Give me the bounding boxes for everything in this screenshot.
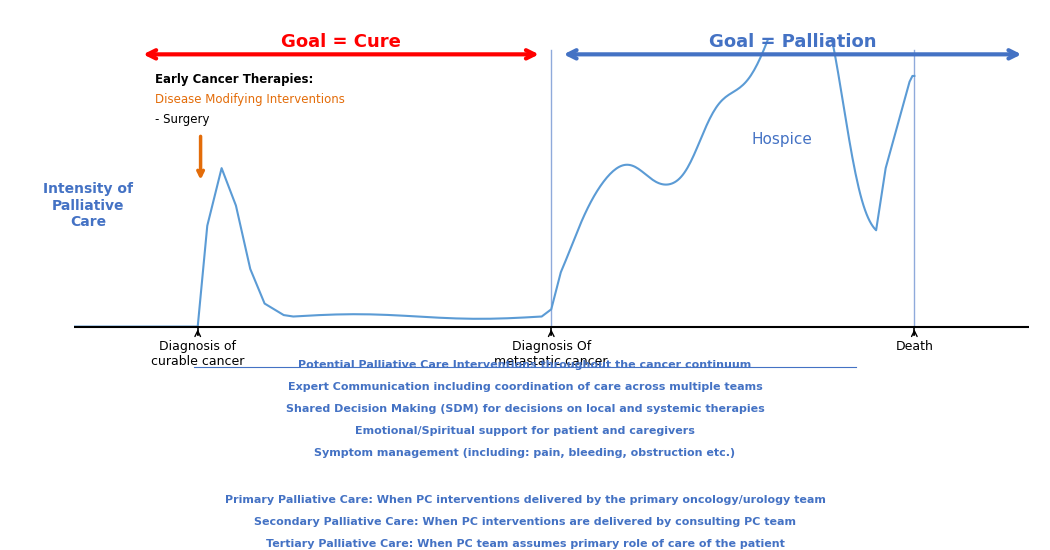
Text: Death: Death: [896, 339, 933, 353]
Text: Goal = Palliation: Goal = Palliation: [709, 34, 877, 52]
Text: Hospice: Hospice: [752, 132, 813, 147]
Text: - Surgery: - Surgery: [154, 113, 209, 127]
Text: Goal = Cure: Goal = Cure: [281, 34, 401, 52]
Text: Secondary Palliative Care: When PC interventions are delivered by consulting PC : Secondary Palliative Care: When PC inter…: [254, 517, 796, 527]
Text: Diagnosis Of
metastatic cancer: Diagnosis Of metastatic cancer: [495, 339, 608, 367]
Text: Intensity of
Palliative
Care: Intensity of Palliative Care: [43, 183, 133, 229]
Text: Potential Palliative Care Interventions throughout the cancer continuum: Potential Palliative Care Interventions …: [298, 360, 752, 370]
Text: Primary Palliative Care: When PC interventions delivered by the primary oncology: Primary Palliative Care: When PC interve…: [225, 495, 825, 505]
Text: Shared Decision Making (SDM) for decisions on local and systemic therapies: Shared Decision Making (SDM) for decisio…: [286, 404, 764, 414]
Text: Expert Communication including coordination of care across multiple teams: Expert Communication including coordinat…: [288, 382, 762, 392]
Text: Emotional/Spiritual support for patient and caregivers: Emotional/Spiritual support for patient …: [355, 426, 695, 436]
Text: Diagnosis of
curable cancer: Diagnosis of curable cancer: [151, 339, 245, 367]
Text: Tertiary Palliative Care: When PC team assumes primary role of care of the patie: Tertiary Palliative Care: When PC team a…: [266, 539, 784, 549]
Text: Symptom management (including: pain, bleeding, obstruction etc.): Symptom management (including: pain, ble…: [314, 448, 736, 458]
Text: Disease Modifying Interventions: Disease Modifying Interventions: [154, 94, 344, 106]
Text: Early Cancer Therapies:: Early Cancer Therapies:: [154, 73, 313, 86]
